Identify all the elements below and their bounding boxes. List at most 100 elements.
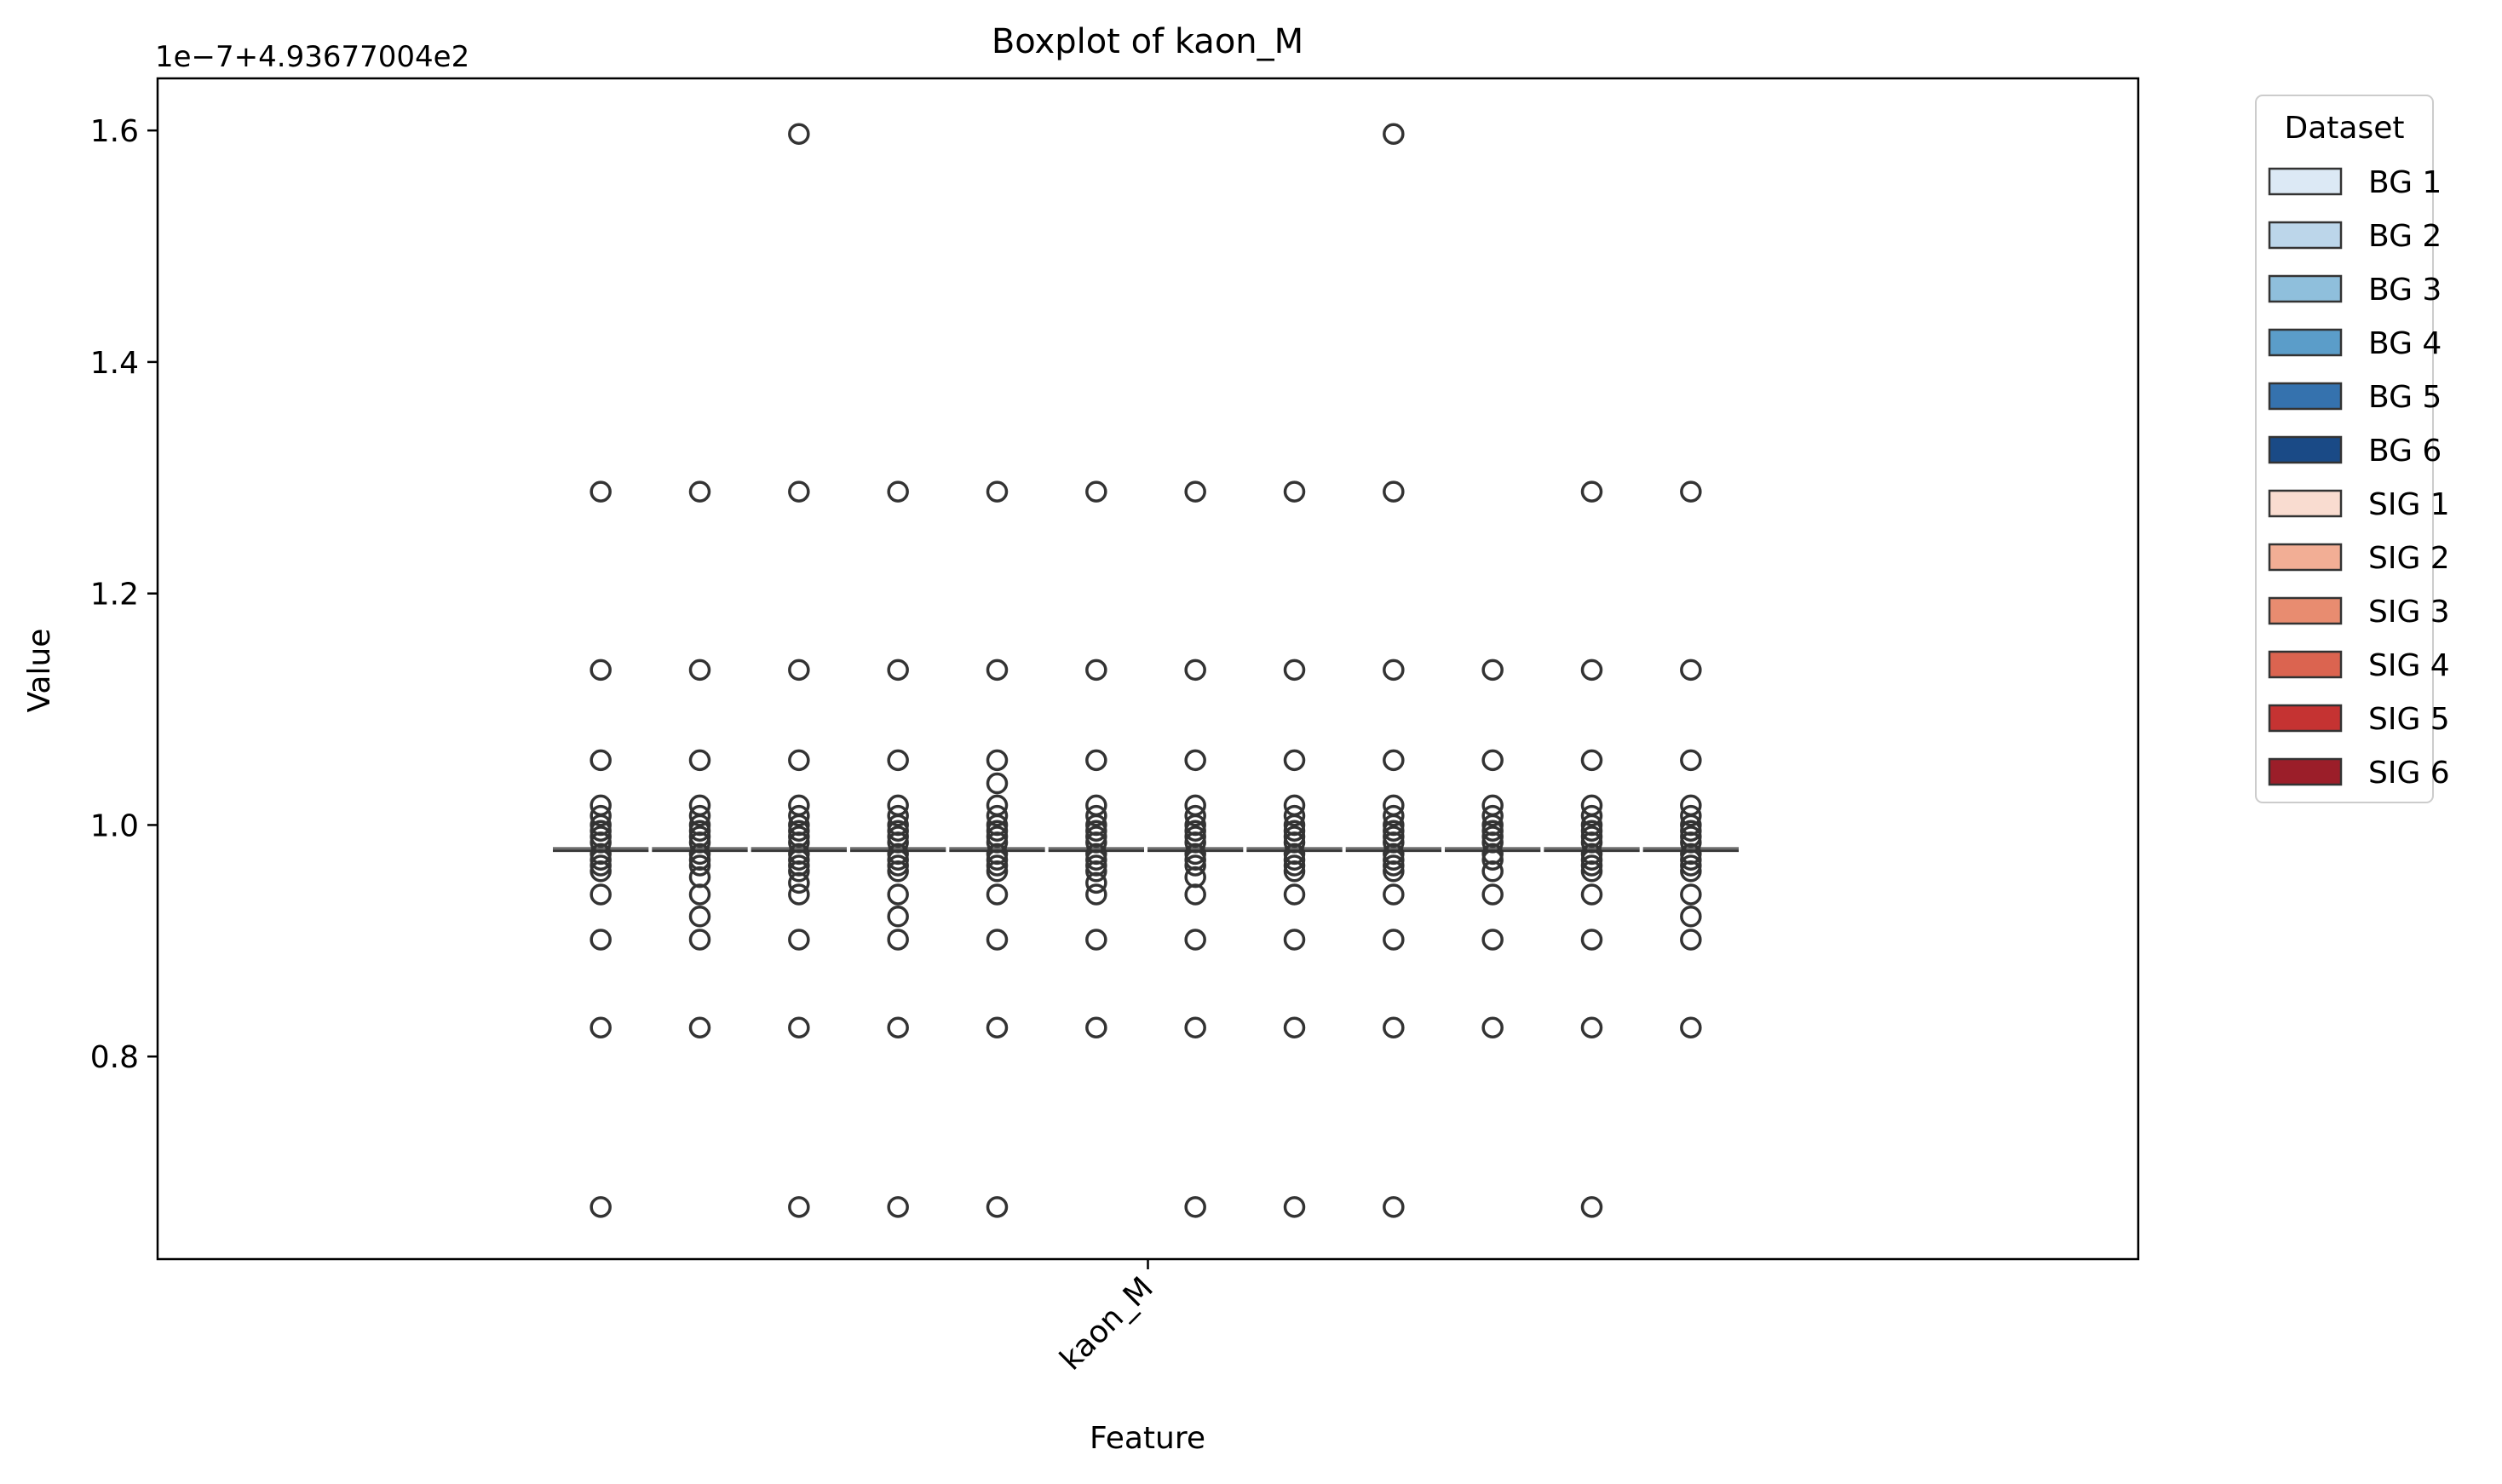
outlier-point — [1481, 804, 1504, 827]
outlier-point — [887, 480, 909, 503]
legend-swatch — [2268, 167, 2343, 196]
outlier-point — [1580, 854, 1603, 877]
outlier-point — [1184, 749, 1206, 772]
outlier-point — [1383, 794, 1405, 817]
legend-swatch — [2268, 650, 2343, 679]
outlier-point — [1680, 854, 1702, 877]
plot-area — [156, 77, 2140, 1261]
outlier-point — [1383, 825, 1405, 848]
outlier-point — [788, 749, 810, 772]
outlier-point — [1184, 1196, 1206, 1218]
outlier-point — [986, 749, 1009, 772]
outlier-point — [1085, 825, 1107, 848]
y-axis: 0.8 1.0 1.2 1.4 1.6 — [90, 114, 158, 1075]
outlier-point — [1680, 659, 1702, 682]
outlier-point — [1383, 749, 1405, 772]
legend-swatch — [2268, 435, 2343, 464]
outlier-point — [1580, 659, 1603, 682]
outlier-point — [1680, 929, 1702, 951]
outlier-point — [986, 1196, 1009, 1218]
outlier-point — [590, 929, 612, 951]
outlier-point — [1481, 659, 1504, 682]
outlier-point — [1481, 883, 1504, 906]
outlier-point — [1283, 929, 1306, 951]
outlier-point — [1680, 906, 1702, 928]
outlier-point — [688, 659, 711, 682]
outlier-point — [1283, 883, 1306, 906]
outlier-point — [1680, 1016, 1702, 1038]
outlier-point — [887, 883, 909, 906]
legend-swatch — [2268, 704, 2343, 733]
outlier-point — [1481, 749, 1504, 772]
legend-label: BG 2 — [2368, 219, 2442, 254]
outlier-point — [1085, 659, 1107, 682]
outlier-point — [1184, 854, 1206, 877]
outlier-point — [1481, 825, 1504, 848]
legend-label: SIG 3 — [2368, 595, 2450, 630]
outlier-point — [986, 1016, 1009, 1038]
legend-label: BG 1 — [2368, 165, 2442, 200]
outlier-point — [986, 772, 1009, 795]
y-axis-label: Value — [22, 629, 57, 713]
outlier-point — [986, 659, 1009, 682]
outlier-point — [986, 929, 1009, 951]
outlier-point — [1680, 794, 1702, 817]
outlier-point — [1580, 825, 1603, 848]
legend-swatch — [2268, 221, 2343, 250]
legend-label: SIG 5 — [2368, 702, 2450, 737]
legend-swatch — [2268, 274, 2343, 303]
outlier-point — [1383, 1196, 1405, 1218]
outlier-point — [590, 794, 612, 817]
y-tick-label: 1.2 — [90, 578, 139, 613]
legend: Dataset BG 1 BG 2 BG 3 BG 4 BG 5 BG 6 SIG 1 SIG… — [2255, 95, 2450, 803]
outlier-point — [887, 749, 909, 772]
outlier-point — [1383, 123, 1405, 145]
outlier-point — [887, 929, 909, 951]
outlier-point — [1283, 794, 1306, 817]
legend-label: SIG 6 — [2368, 756, 2450, 791]
outlier-point — [788, 1196, 810, 1218]
outlier-point — [1085, 929, 1107, 951]
outlier-point — [1580, 883, 1603, 906]
outlier-point — [1283, 1016, 1306, 1038]
chart-title: Boxplot of kaon_M — [992, 22, 1303, 61]
outlier-point — [986, 820, 1009, 842]
outlier-point — [1283, 1196, 1306, 1218]
outlier-point — [788, 1016, 810, 1038]
outlier-point — [887, 1196, 909, 1218]
outlier-point — [688, 929, 711, 951]
outlier-point — [1481, 820, 1504, 842]
outlier-point — [1085, 883, 1107, 906]
outlier-point — [1383, 659, 1405, 682]
legend-swatch — [2268, 489, 2343, 518]
outlier-point — [688, 820, 711, 842]
outlier-point — [590, 659, 612, 682]
outlier-point — [590, 1016, 612, 1038]
outlier-point — [1680, 820, 1702, 842]
outlier-point — [788, 123, 810, 145]
y-tick-label: 0.8 — [90, 1040, 139, 1075]
outlier-point — [1085, 794, 1107, 817]
y-tick-label: 1.0 — [90, 808, 139, 843]
outlier-point — [1184, 820, 1206, 842]
outlier-point — [788, 820, 810, 842]
outlier-point — [1085, 1016, 1107, 1038]
outlier-point — [1283, 480, 1306, 503]
legend-swatch — [2268, 328, 2343, 357]
outlier-point — [788, 825, 810, 848]
outlier-point — [1680, 480, 1702, 503]
outlier-point — [1184, 1016, 1206, 1038]
outlier-point — [590, 883, 612, 906]
outlier-point — [887, 906, 909, 928]
outlier-point — [590, 854, 612, 877]
outlier-point — [986, 804, 1009, 827]
outlier-point — [788, 480, 810, 503]
outlier-point — [887, 794, 909, 817]
outlier-point — [1680, 825, 1702, 848]
outlier-point — [590, 749, 612, 772]
outlier-point — [1184, 480, 1206, 503]
outlier-point — [1283, 854, 1306, 877]
legend-swatch — [2268, 757, 2343, 786]
